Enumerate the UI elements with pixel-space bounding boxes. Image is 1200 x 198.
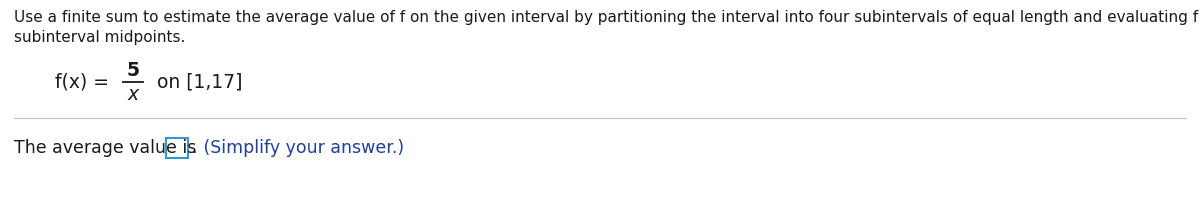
Text: .: . xyxy=(191,139,197,157)
Text: on [1,17]: on [1,17] xyxy=(151,72,242,91)
Text: The average value is: The average value is xyxy=(14,139,202,157)
Text: subinterval midpoints.: subinterval midpoints. xyxy=(14,30,185,45)
Text: 5: 5 xyxy=(126,61,139,80)
Bar xyxy=(166,138,188,158)
Text: x: x xyxy=(127,85,138,104)
Text: f(x) =: f(x) = xyxy=(55,72,115,91)
Text: (Simplify your answer.): (Simplify your answer.) xyxy=(198,139,404,157)
Text: Use a finite sum to estimate the average value of f on the given interval by par: Use a finite sum to estimate the average… xyxy=(14,10,1200,25)
